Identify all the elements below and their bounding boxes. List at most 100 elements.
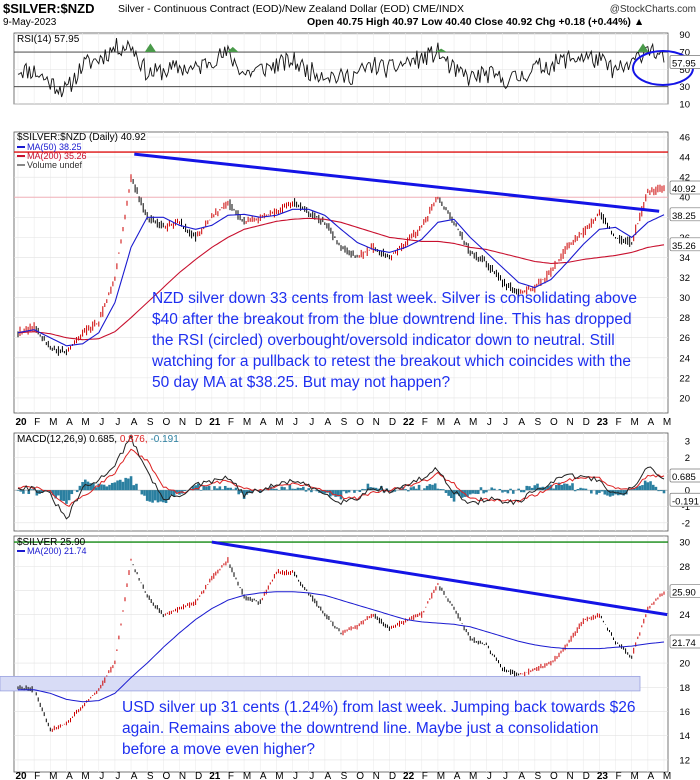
x-axis-label: D bbox=[195, 417, 202, 428]
nzd-tick-label: 42 bbox=[679, 173, 690, 184]
macd-histogram-bar bbox=[654, 486, 658, 491]
macd-histogram-bar bbox=[164, 490, 168, 504]
x-axis-label: M bbox=[49, 417, 57, 428]
macd-histogram-bar bbox=[552, 488, 555, 491]
nzd-annotation: NZD silver down 33 cents from last week.… bbox=[152, 290, 638, 391]
macd-histogram-bar bbox=[175, 490, 179, 493]
x-axis-label-bottom: A bbox=[648, 771, 655, 780]
macd-histogram-bar bbox=[595, 490, 599, 495]
macd-histogram-bar bbox=[363, 489, 367, 491]
x-axis-label-bottom: M bbox=[81, 771, 89, 780]
macd-histogram-bar bbox=[296, 487, 300, 491]
macd-histogram-bar bbox=[288, 484, 292, 491]
macd-histogram-bar bbox=[584, 488, 588, 491]
macd-histogram-bar bbox=[188, 489, 192, 491]
x-axis-label: 20 bbox=[15, 417, 27, 428]
macd-histogram-bar bbox=[517, 488, 520, 491]
macd-histogram-bar bbox=[611, 490, 615, 496]
macd-histogram-bar bbox=[92, 483, 95, 491]
macd-histogram-bar bbox=[113, 482, 117, 491]
nzd-tick-label: 20 bbox=[679, 393, 690, 404]
macd-histogram-bar bbox=[649, 481, 652, 491]
macd-histogram-bar bbox=[568, 485, 572, 491]
macd-histogram-bar bbox=[234, 487, 238, 491]
x-axis-label: M bbox=[663, 417, 671, 428]
rsi-line bbox=[17, 37, 665, 98]
macd-histogram-bar bbox=[347, 490, 351, 493]
x-axis-label: A bbox=[260, 417, 267, 428]
macd-histogram-bar bbox=[452, 490, 456, 502]
usd-support-band bbox=[0, 675, 641, 692]
macd-histogram-bar bbox=[240, 490, 243, 493]
macd-histogram-bar bbox=[638, 485, 642, 491]
macd-histogram-bar bbox=[127, 478, 130, 491]
x-axis-label-bottom: A bbox=[66, 771, 73, 780]
macd-histogram-bar bbox=[283, 487, 286, 491]
x-axis-label: M bbox=[631, 417, 639, 428]
macd-histogram-bar bbox=[75, 490, 79, 493]
nzd-tick-label: 46 bbox=[679, 133, 690, 144]
macd-histogram-bar bbox=[307, 488, 310, 491]
macd-histogram-bar bbox=[573, 490, 577, 492]
macd-histogram-bar bbox=[468, 490, 472, 495]
nzd-legend-entry: Volume undef bbox=[27, 160, 83, 170]
usd-annotation: USD silver up 31 cents (1.24%) from last… bbox=[122, 699, 636, 758]
rsi-title: RSI(14) 57.95 bbox=[17, 34, 80, 45]
macd-histogram-bar bbox=[536, 483, 539, 491]
macd-histogram-bar bbox=[299, 487, 302, 491]
macd-histogram-bar bbox=[148, 490, 152, 502]
macd-histogram-bar bbox=[643, 480, 647, 491]
usd-tick-label: 14 bbox=[679, 731, 690, 742]
x-axis-label-bottom: A bbox=[131, 771, 138, 780]
macd-histogram-bar bbox=[436, 488, 440, 491]
usd-tick-label: 12 bbox=[679, 755, 690, 766]
macd-signal-value: 0.876, bbox=[120, 434, 151, 445]
macd-tick-label: 2 bbox=[685, 453, 690, 464]
x-axis-label-bottom: O bbox=[550, 771, 558, 780]
macd-histogram-bar bbox=[619, 490, 623, 495]
macd-histogram-bar bbox=[59, 490, 63, 501]
macd-histogram-bar bbox=[110, 482, 114, 491]
x-axis-label-bottom: S bbox=[341, 771, 348, 780]
macd-histogram-bar bbox=[345, 490, 348, 494]
rsi-overbought-fill bbox=[227, 46, 239, 53]
macd-histogram-bar bbox=[479, 487, 483, 491]
macd-histogram-bar bbox=[474, 490, 477, 494]
macd-histogram-bar bbox=[398, 489, 402, 491]
macd-histogram-bar bbox=[388, 490, 391, 492]
macd-histogram-bar bbox=[223, 485, 227, 491]
rsi-value-tag-box bbox=[669, 55, 700, 69]
macd-histogram-bar bbox=[490, 487, 494, 491]
macd-histogram-bar bbox=[159, 490, 162, 502]
x-axis-label-bottom: F bbox=[422, 771, 428, 780]
x-axis-label: F bbox=[34, 417, 40, 428]
macd-histogram-bar bbox=[331, 490, 335, 496]
macd-histogram-bar bbox=[237, 490, 241, 495]
macd-histogram-bar bbox=[250, 490, 254, 493]
usd-ma200-tag: 21.74 bbox=[672, 638, 696, 649]
x-axis-label: 21 bbox=[209, 417, 221, 428]
x-axis-label: M bbox=[275, 417, 283, 428]
nzd-tick-label: 32 bbox=[679, 273, 690, 284]
x-axis-label-bottom: A bbox=[260, 771, 267, 780]
nzd-tick-label: 40 bbox=[679, 193, 690, 204]
macd-histogram-bar bbox=[167, 490, 171, 500]
macd-histogram-bar bbox=[22, 490, 25, 494]
macd-histogram-bar bbox=[310, 490, 313, 493]
macd-histogram-bar bbox=[65, 490, 68, 504]
macd-histogram-bar bbox=[581, 488, 585, 491]
x-axis-label-bottom: M bbox=[49, 771, 57, 780]
x-axis-label-bottom: S bbox=[534, 771, 541, 780]
macd-histogram-bar bbox=[54, 490, 57, 499]
macd-histogram-bar bbox=[657, 490, 660, 492]
macd-histogram-bar bbox=[129, 476, 133, 491]
x-axis-label-bottom: 21 bbox=[209, 771, 221, 780]
macd-histogram-bar bbox=[337, 490, 340, 497]
macd-histogram-bar bbox=[393, 490, 397, 492]
x-axis-label: A bbox=[131, 417, 138, 428]
macd-histogram-bar bbox=[374, 487, 378, 491]
x-axis-label: J bbox=[487, 417, 492, 428]
nzd-ma200-tag-box bbox=[669, 237, 700, 252]
usd-title: $SILVER 25.90 bbox=[17, 537, 86, 548]
macd-histogram-bar bbox=[67, 490, 71, 501]
